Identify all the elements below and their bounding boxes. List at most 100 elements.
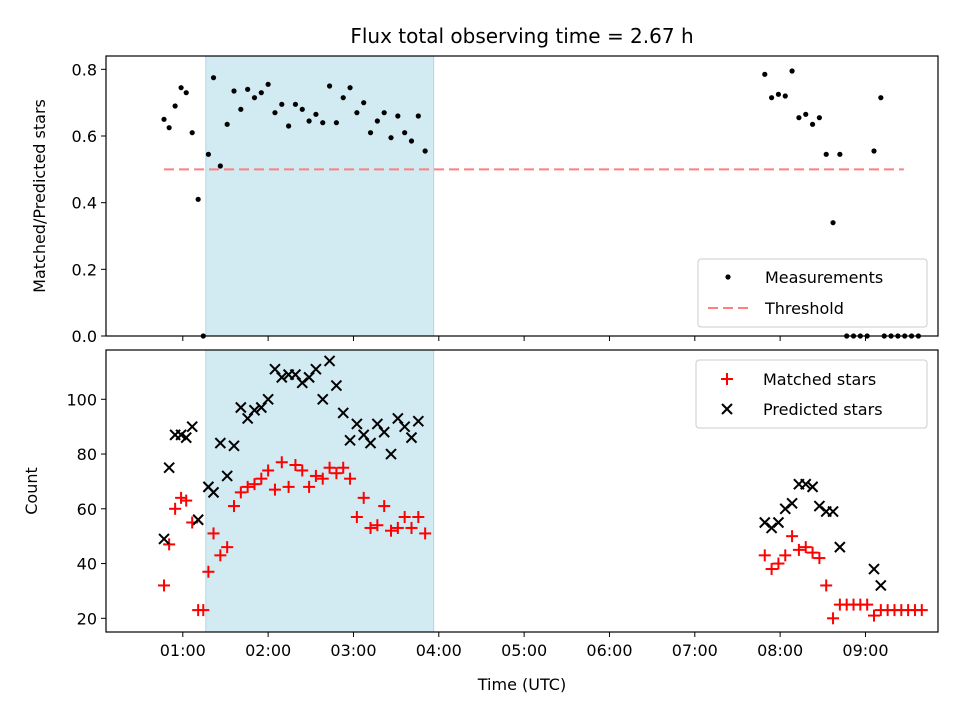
matched-point [758, 549, 771, 562]
measurement-point [762, 71, 768, 77]
ratio-shaded-span [205, 55, 435, 337]
measurement-point [395, 113, 401, 119]
measurement-point [871, 148, 877, 154]
y-tick-label: 40 [77, 555, 97, 574]
predicted-point [323, 355, 336, 367]
measurement-point [224, 121, 230, 127]
measurement-point [299, 106, 305, 112]
matched-point [163, 538, 176, 551]
predicted-point [317, 393, 329, 405]
predicted-point [385, 448, 397, 460]
measurement-point [161, 116, 167, 122]
measurement-point [286, 123, 292, 129]
legend-predicted-marker [721, 403, 733, 415]
count-legend-box [695, 359, 928, 429]
measurement-point [320, 120, 326, 126]
measurement-point [388, 135, 394, 141]
matched-point [169, 502, 182, 515]
predicted-point [405, 431, 418, 444]
predicted-point [875, 579, 887, 592]
matched-point [786, 530, 799, 543]
matched-point [207, 527, 220, 540]
measurement-point [245, 86, 251, 92]
matched-point [405, 521, 418, 534]
measurement-point [367, 130, 374, 136]
x-tick-label: 09:00 [842, 641, 888, 660]
measurement-point [381, 110, 387, 116]
measurement-point [265, 81, 271, 87]
matched-point [255, 472, 268, 485]
matched-point [772, 557, 785, 570]
matched-point [792, 543, 805, 556]
matched-point [282, 480, 295, 493]
matched-point [861, 598, 874, 611]
predicted-point [192, 514, 204, 526]
predicted-point [868, 563, 880, 575]
y-tick-label: 100 [66, 390, 97, 409]
predicted-point [276, 371, 288, 384]
predicted-point [235, 401, 247, 414]
matched-point [316, 472, 329, 485]
matched-point [275, 456, 288, 469]
measurement-point [775, 91, 782, 97]
predicted-point [163, 462, 175, 474]
y-tick-label: 0.8 [72, 60, 97, 79]
predicted-point [186, 420, 198, 433]
matched-point [248, 478, 261, 491]
matched-point [827, 612, 840, 625]
matched-point [398, 511, 411, 524]
measurement-point [183, 90, 189, 96]
matched-point [357, 491, 370, 504]
ratio-x-ticks [182, 336, 866, 341]
matched-point [262, 464, 275, 477]
matched-point [765, 563, 778, 576]
predicted-point [786, 497, 798, 510]
x-tick-label: 01:00 [160, 641, 206, 660]
measurement-point [878, 95, 884, 101]
matched-point [175, 491, 188, 504]
measurement-point [374, 118, 380, 124]
matched-point [228, 500, 240, 513]
legend-measurements-label: Measurements [765, 268, 883, 287]
matched-point [868, 609, 880, 622]
predicted-point [180, 431, 192, 444]
matched-point [221, 541, 234, 554]
count-x-ticks: 01:00 02:00 03:00 04:00 05:00 06:00 07:00 08:00… [160, 632, 889, 660]
predicted-point [207, 486, 220, 499]
x-axis-label: Time (UTC) [477, 675, 566, 694]
legend-predicted-label: Predicted stars [763, 400, 883, 419]
predicted-point [214, 437, 227, 449]
y-tick-label: 0.0 [72, 327, 97, 346]
x-tick-label: 08:00 [757, 641, 803, 660]
predicted-point [221, 470, 233, 482]
matched-point [378, 500, 391, 513]
matched-point [412, 511, 425, 524]
ratio-panel: 0.00.20.40.60.8 Matched/Predicted stars … [30, 55, 939, 346]
measurement-point [313, 111, 319, 117]
matched-point [779, 549, 792, 562]
ratio-legend-box [697, 258, 928, 328]
matched-point [197, 604, 210, 617]
measurement-point [789, 68, 795, 74]
predicted-point [344, 434, 356, 447]
matched-point [296, 464, 309, 477]
matched-point [309, 469, 322, 482]
predicted-point [827, 505, 839, 518]
measurement-point [803, 111, 809, 117]
y-tick-label: 0.4 [72, 194, 97, 213]
matched-point [180, 494, 193, 507]
matched-point [806, 546, 819, 559]
measurement-point [402, 130, 408, 136]
measurement-point [189, 130, 195, 136]
measurement-point [354, 110, 360, 116]
y-tick-label: 0.2 [72, 260, 97, 279]
measurement-point [408, 138, 415, 144]
measurement-point [210, 75, 217, 81]
predicted-point [158, 533, 170, 545]
y-tick-label: 20 [77, 609, 97, 628]
predicted-point [834, 541, 846, 553]
ratio-legend: Measurements Threshold [697, 258, 928, 328]
count-y-axis-label: Count [22, 467, 41, 515]
ratio-y-axis-label: Matched/Predicted stars [30, 99, 49, 293]
x-tick-label: 07:00 [672, 641, 718, 660]
